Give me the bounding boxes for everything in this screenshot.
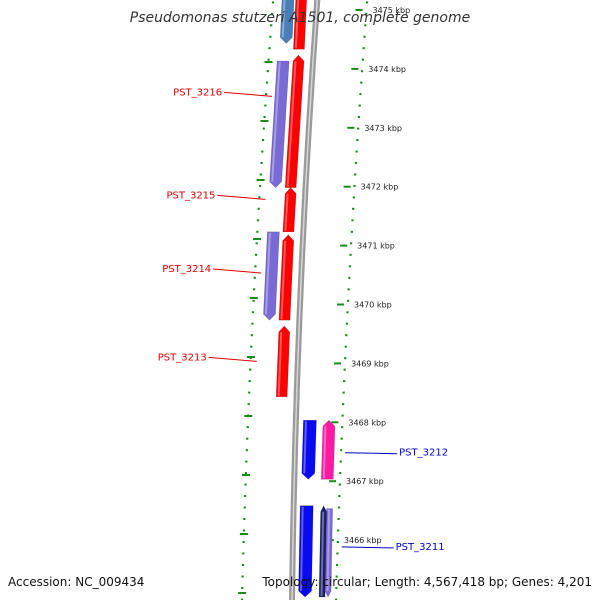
gene-arrow[interactable] [298, 505, 314, 598]
left-ring-dashes [238, 61, 273, 594]
gene-arrow-highlight [294, 0, 300, 49]
kbp-tick-label: 3472 kbp [361, 183, 399, 192]
gene-arrow[interactable] [324, 508, 333, 598]
gene-arrow[interactable] [263, 231, 280, 321]
gene-arrow[interactable] [278, 234, 295, 321]
gene-arrow[interactable] [301, 419, 317, 480]
gene-label-leader [208, 356, 257, 362]
gene-arrow[interactable] [282, 187, 297, 233]
gene-arrow[interactable] [320, 419, 336, 480]
kbp-tick-label: 3466 kbp [344, 536, 382, 545]
kbp-tick-label: 3474 kbp [368, 65, 406, 74]
gene-arrow-highlight [271, 61, 281, 182]
gene-label[interactable]: PST_3211 [396, 542, 445, 553]
gene-features [263, 0, 336, 598]
gene-label-leader [224, 91, 273, 97]
gene-arrow[interactable] [269, 60, 290, 189]
gene-labels: PST_3216 PST_3215 PST_3214 PST_3213 PST_3212… [158, 87, 448, 553]
gene-label[interactable]: PST_3214 [162, 264, 211, 275]
gene-arrow[interactable] [284, 54, 305, 188]
kbp-tick-label: 3473 kbp [364, 124, 402, 133]
gene-label-leader [213, 268, 262, 274]
gene-arrow-highlight [303, 421, 307, 474]
accession-text: Accession: NC_009434 [8, 575, 144, 589]
kbp-tick-label: 3468 kbp [348, 418, 386, 427]
gene-arrow-highlight [326, 509, 331, 592]
gene-arrow-highlight [286, 61, 297, 187]
gene-arrow[interactable] [275, 325, 291, 398]
topology-text: Topology: circular; Length: 4,567,418 bp… [261, 575, 592, 589]
gene-arrow-highlight [281, 0, 286, 38]
gene-label-leader [341, 546, 394, 549]
kbp-tick-label: 3475 kbp [373, 6, 411, 15]
map-title: Pseudomonas stutzeri A1501, complete gen… [130, 10, 470, 26]
kbp-tick-label: 3470 kbp [354, 301, 392, 310]
gene-label[interactable]: PST_3212 [399, 448, 448, 459]
gene-arrow-highlight [320, 511, 325, 597]
gene-arrow-highlight [280, 240, 287, 320]
gene-arrow-highlight [277, 332, 283, 396]
kbp-tick-label: 3467 kbp [346, 477, 384, 486]
gene-arrow-highlight [264, 232, 271, 315]
backbone-highlight [291, 0, 319, 600]
gene-label[interactable]: PST_3216 [173, 87, 222, 98]
gene-arrow[interactable] [293, 0, 308, 50]
gene-label[interactable]: PST_3215 [166, 190, 215, 201]
gene-label-leader [345, 452, 398, 455]
kbp-tick-label: 3469 kbp [351, 359, 389, 368]
gene-label[interactable]: PST_3213 [158, 352, 207, 363]
gene-label-leader [217, 194, 266, 200]
gene-arrow-highlight [322, 426, 327, 479]
gene-arrow[interactable] [279, 0, 296, 44]
gene-arrow-highlight [284, 193, 289, 231]
gene-arrow-highlight [300, 506, 304, 592]
kbp-ticks: 3475 kbp 3474 kbp 3473 kbp 3472 kbp 3471 kbp… [326, 6, 411, 545]
kbp-tick-label: 3471 kbp [357, 242, 395, 251]
